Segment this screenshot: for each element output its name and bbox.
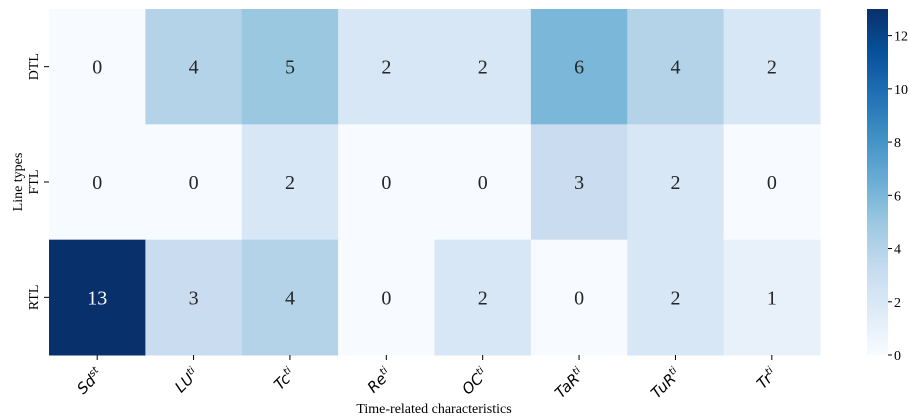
y-tick-label-ftl: FTL [27, 170, 42, 195]
cell-value-label: 0 [574, 287, 584, 309]
cell-value-label: 0 [478, 172, 488, 194]
colorbar-tick-label: 12 [894, 30, 908, 45]
x-tick-label: Sdst [73, 364, 106, 397]
heatmap-cell-dtl-3 [338, 9, 435, 125]
cell-value-label: 3 [574, 172, 584, 194]
heatmap-cell-dtl-6 [627, 9, 725, 125]
y-tick-label-dtl: DTL [27, 53, 42, 80]
cell-value-label: 2 [285, 172, 295, 194]
cell-value-label: 2 [767, 57, 777, 79]
heatmap-cell-dtl-5 [530, 9, 628, 125]
heatmap-cell-ftl-7 [723, 124, 821, 241]
y-axis-label: Line types [11, 153, 26, 212]
heatmap-cell-dtl-1 [145, 9, 243, 125]
heatmap-cell-ftl-4 [434, 124, 532, 241]
heatmap-cell-ftl-1 [145, 124, 243, 241]
colorbar-tick-label: 6 [894, 189, 901, 204]
cell-value-label: 0 [767, 172, 777, 194]
x-tick-label: TaRti [551, 365, 588, 402]
heatmap-cell-ftl-2 [241, 124, 339, 241]
x-tick-label: OCti [458, 365, 491, 398]
y-tick-label-rtl: RTL [27, 285, 42, 311]
heatmap-cell-rtl-2 [241, 239, 339, 356]
cell-value-label: 2 [381, 57, 391, 79]
heatmap-cell-labels: 0 4 5 2 2 6 4 2 0 0 2 0 0 3 2 0 13 3 4 0 2 0 2 1 [87, 57, 777, 310]
cell-value-label: 2 [478, 57, 488, 79]
x-tick-label: LUti [171, 365, 202, 396]
heatmap-cell-dtl-0 [49, 9, 146, 125]
colorbar-tick-label: 0 [894, 349, 901, 364]
colorbar-tick-label: 10 [894, 83, 908, 98]
colorbar [867, 9, 888, 355]
heatmap-cell-dtl-7 [723, 9, 821, 125]
heatmap-cell-dtl-4 [434, 9, 532, 125]
heatmap-cell-ftl-5 [530, 124, 628, 241]
heatmap-cell-ftl-6 [627, 124, 725, 241]
x-tick-label: Tcti [270, 365, 299, 394]
heatmap-cell-rtl-7 [723, 239, 821, 356]
cell-value-label: 13 [87, 287, 107, 309]
x-axis-label: Time-related characteristics [356, 402, 511, 417]
y-axis: DTL FTL RTL [27, 53, 49, 310]
cell-value-label: 0 [92, 57, 102, 79]
cell-value-label: 6 [574, 57, 584, 79]
cell-value-label: 4 [285, 287, 295, 309]
x-axis: Sdst LUti Tcti Reti OCti TaRti TuRti Trti [73, 355, 781, 402]
cell-value-label: 4 [670, 57, 680, 79]
heatmap-cell-rtl-3 [338, 239, 435, 356]
x-tick-label: Reti [364, 365, 396, 397]
cell-value-label: 2 [670, 287, 680, 309]
cell-value-label: 0 [189, 172, 199, 194]
heatmap-cell-rtl-1 [145, 239, 243, 356]
cell-value-label: 0 [92, 172, 102, 194]
colorbar-tick-label: 4 [894, 243, 901, 258]
x-tick-label: TuRti [647, 365, 684, 402]
cell-value-label: 0 [381, 287, 391, 309]
cell-value-label: 5 [285, 57, 295, 79]
heatmap-cell-dtl-2 [241, 9, 339, 125]
cell-value-label: 1 [767, 287, 777, 309]
heatmap-cell-rtl-6 [627, 239, 725, 356]
heatmap-cell-ftl-3 [338, 124, 435, 241]
x-tick-label: Trti [753, 365, 781, 393]
heatmap-cells [49, 9, 821, 356]
cell-value-label: 3 [189, 287, 199, 309]
colorbar-tick-label: 2 [894, 296, 901, 311]
heatmap-cell-rtl-5 [530, 239, 628, 356]
cell-value-label: 0 [381, 172, 391, 194]
colorbar-tick-label: 8 [894, 136, 901, 151]
cell-value-label: 2 [478, 287, 488, 309]
heatmap-cell-rtl-0 [49, 239, 146, 356]
heatmap-cell-ftl-0 [49, 124, 146, 241]
cell-value-label: 2 [670, 172, 680, 194]
colorbar-ticks: 0 2 4 6 8 10 12 [888, 30, 908, 364]
cell-value-label: 4 [189, 57, 199, 79]
heatmap-cell-rtl-4 [434, 239, 532, 356]
